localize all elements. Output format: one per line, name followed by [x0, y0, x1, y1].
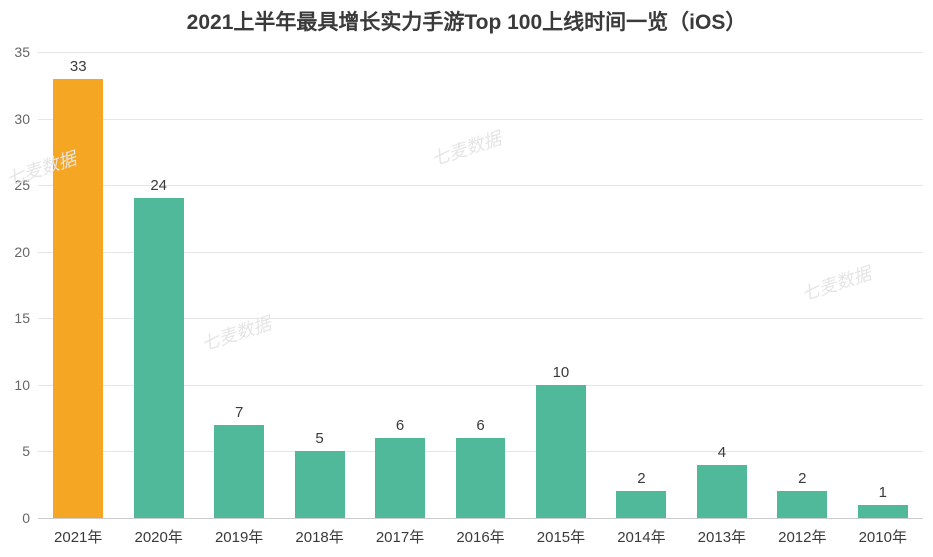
bar-value-label: 4 [718, 444, 726, 465]
bar-value-label: 33 [70, 58, 87, 79]
y-tick-label: 30 [14, 111, 38, 127]
bar: 10 [536, 385, 586, 518]
y-tick-label: 10 [14, 377, 38, 393]
x-tick-label: 2018年 [295, 518, 343, 547]
bar-value-label: 2 [798, 470, 806, 491]
x-tick-label: 2013年 [698, 518, 746, 547]
gridline [38, 185, 923, 186]
bar-value-label: 2 [637, 470, 645, 491]
x-tick-label: 2016年 [456, 518, 504, 547]
gridline [38, 119, 923, 120]
x-tick-label: 2010年 [859, 518, 907, 547]
y-tick-label: 5 [22, 443, 38, 459]
bar-value-label: 6 [476, 417, 484, 438]
plot-area: 05101520253035332021年242020年72019年52018年… [38, 52, 923, 518]
chart-title: 2021上半年最具增长实力手游Top 100上线时间一览（iOS） [0, 0, 933, 36]
bar: 5 [295, 451, 345, 518]
y-tick-label: 15 [14, 310, 38, 326]
y-tick-label: 25 [14, 177, 38, 193]
bar-value-label: 7 [235, 404, 243, 425]
x-tick-label: 2012年 [778, 518, 826, 547]
bar-value-label: 6 [396, 417, 404, 438]
bar-value-label: 10 [553, 364, 570, 385]
x-tick-label: 2015年 [537, 518, 585, 547]
x-tick-label: 2017年 [376, 518, 424, 547]
bar: 6 [375, 438, 425, 518]
bar-value-label: 1 [879, 484, 887, 505]
bar: 6 [456, 438, 506, 518]
bar: 2 [616, 491, 666, 518]
x-tick-label: 2020年 [134, 518, 182, 547]
bar: 24 [134, 198, 184, 518]
bar: 4 [697, 465, 747, 518]
y-tick-label: 0 [22, 510, 38, 526]
x-tick-label: 2021年 [54, 518, 102, 547]
bar-value-label: 24 [150, 177, 167, 198]
chart-container: 2021上半年最具增长实力手游Top 100上线时间一览（iOS） 051015… [0, 0, 933, 557]
y-tick-label: 20 [14, 244, 38, 260]
x-tick-label: 2019年 [215, 518, 263, 547]
bar: 7 [214, 425, 264, 518]
bar: 2 [777, 491, 827, 518]
gridline [38, 52, 923, 53]
x-tick-label: 2014年 [617, 518, 665, 547]
bar: 33 [53, 79, 103, 518]
bar: 1 [858, 505, 908, 518]
y-tick-label: 35 [14, 44, 38, 60]
bar-value-label: 5 [315, 430, 323, 451]
